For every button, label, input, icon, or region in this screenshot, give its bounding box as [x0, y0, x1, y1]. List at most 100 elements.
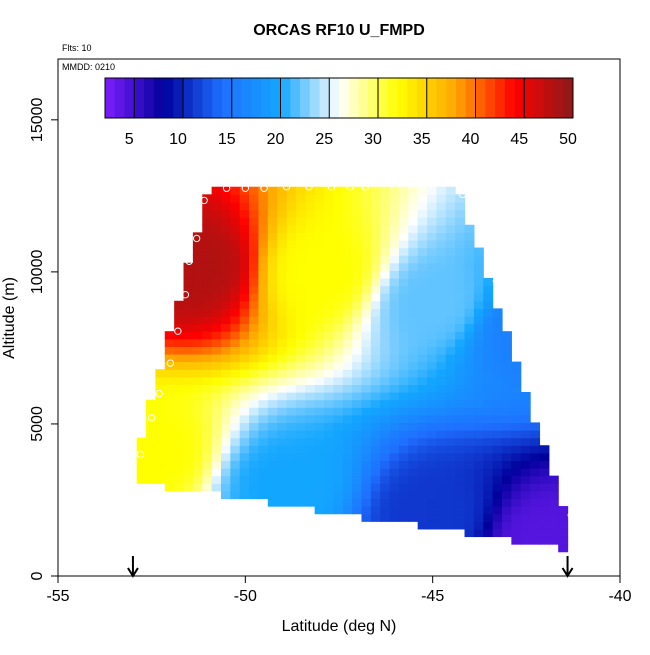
heatmap-cell	[314, 414, 325, 424]
heatmap-cell	[473, 277, 484, 287]
colorbar-swatch	[514, 78, 525, 118]
heatmap-cell	[455, 414, 466, 424]
heatmap-cell	[305, 331, 316, 340]
heatmap-cell	[445, 475, 456, 484]
heatmap-cell	[427, 452, 438, 462]
heatmap-cell	[361, 262, 372, 271]
heatmap-cell	[445, 376, 456, 385]
x-tick-label: -40	[608, 588, 631, 605]
heatmap-cell	[202, 323, 213, 332]
heatmap-cell	[239, 346, 250, 355]
colorbar-swatch	[261, 78, 272, 118]
heatmap-cell	[408, 331, 419, 340]
heatmap-cell	[249, 308, 260, 317]
heatmap-cell	[352, 323, 363, 332]
colorbar-swatch	[231, 78, 242, 118]
heatmap-cell	[520, 490, 531, 500]
heatmap-cell	[427, 270, 438, 279]
heatmap-cell	[174, 369, 185, 378]
heatmap-cell	[333, 315, 344, 325]
heatmap-cell	[314, 247, 325, 256]
heatmap-cell	[258, 346, 269, 355]
heatmap-cell	[183, 475, 194, 484]
heatmap-cell	[455, 262, 466, 271]
heatmap-cell	[220, 361, 231, 370]
heatmap-cell	[380, 483, 391, 492]
heatmap-cell	[445, 300, 456, 309]
heatmap-cell	[286, 468, 297, 477]
heatmap-cell	[202, 414, 213, 424]
heatmap-cell	[445, 353, 456, 363]
heatmap-cell	[220, 262, 231, 271]
heatmap-cell	[277, 468, 288, 477]
heatmap-cell	[436, 361, 447, 370]
heatmap-cell	[352, 422, 363, 431]
heatmap-cell	[342, 468, 353, 477]
heatmap-cell	[389, 315, 400, 325]
heatmap-cell	[436, 475, 447, 484]
heatmap-cell	[483, 422, 494, 431]
heatmap-cell	[192, 255, 203, 264]
heatmap-cell	[342, 498, 353, 507]
heatmap-cell	[267, 239, 278, 249]
heatmap-cell	[146, 399, 157, 408]
heatmap-cell	[277, 392, 288, 401]
heatmap-cell	[342, 460, 353, 469]
heatmap-cell	[305, 452, 316, 462]
heatmap-cell	[220, 194, 231, 203]
heatmap-cell	[398, 239, 409, 249]
heatmap-cell	[380, 468, 391, 477]
heatmap-cell	[314, 430, 325, 439]
heatmap-cell	[305, 323, 316, 332]
heatmap-cell	[211, 217, 222, 226]
heatmap-cell	[286, 293, 297, 302]
heatmap-cell	[427, 475, 438, 484]
heatmap-cell	[389, 422, 400, 431]
heatmap-cell	[220, 308, 231, 317]
heatmap-cell	[295, 338, 306, 347]
heatmap-cell	[445, 217, 456, 226]
heatmap-cell	[445, 392, 456, 401]
heatmap-cell	[239, 399, 250, 408]
heatmap-cell	[492, 323, 503, 332]
heatmap-cell	[333, 460, 344, 469]
heatmap-cell	[324, 300, 334, 309]
heatmap-cell	[230, 308, 241, 317]
heatmap-cell	[530, 536, 541, 545]
heatmap-cell	[455, 293, 466, 302]
heatmap-cell	[455, 277, 466, 287]
heatmap-cell	[230, 361, 241, 370]
heatmap-cell	[324, 346, 334, 355]
colorbar-tick-label: 40	[462, 131, 480, 148]
heatmap-cell	[361, 399, 372, 408]
heatmap-cell	[445, 521, 456, 530]
heatmap-cell	[427, 483, 438, 492]
heatmap-cell	[492, 369, 503, 378]
heatmap-cell	[464, 452, 475, 462]
heatmap-cell	[436, 338, 447, 347]
heatmap-cell	[267, 399, 278, 408]
heatmap-cell	[192, 475, 203, 484]
heatmap-cell	[417, 513, 428, 522]
heatmap-cell	[277, 224, 288, 233]
heatmap-cell	[342, 331, 353, 340]
heatmap-cell	[295, 285, 306, 294]
heatmap-cell	[295, 353, 306, 363]
heatmap-cell	[305, 194, 316, 203]
heatmap-cell	[192, 293, 203, 302]
heatmap-cell	[352, 232, 363, 241]
heatmap-cell	[267, 498, 278, 507]
colorbar-swatch	[319, 78, 330, 118]
heatmap-cell	[192, 361, 203, 370]
y-tick-label: 0	[29, 571, 46, 580]
heatmap-cell	[389, 353, 400, 363]
heatmap-cell	[483, 445, 494, 454]
heatmap-cell	[464, 528, 475, 538]
heatmap-cell	[192, 338, 203, 347]
heatmap-cell	[361, 315, 372, 325]
flight-point	[346, 183, 354, 191]
flight-point	[492, 277, 501, 285]
heatmap-cell	[436, 201, 447, 211]
heatmap-cell	[398, 376, 409, 385]
heatmap-cell	[230, 392, 241, 401]
